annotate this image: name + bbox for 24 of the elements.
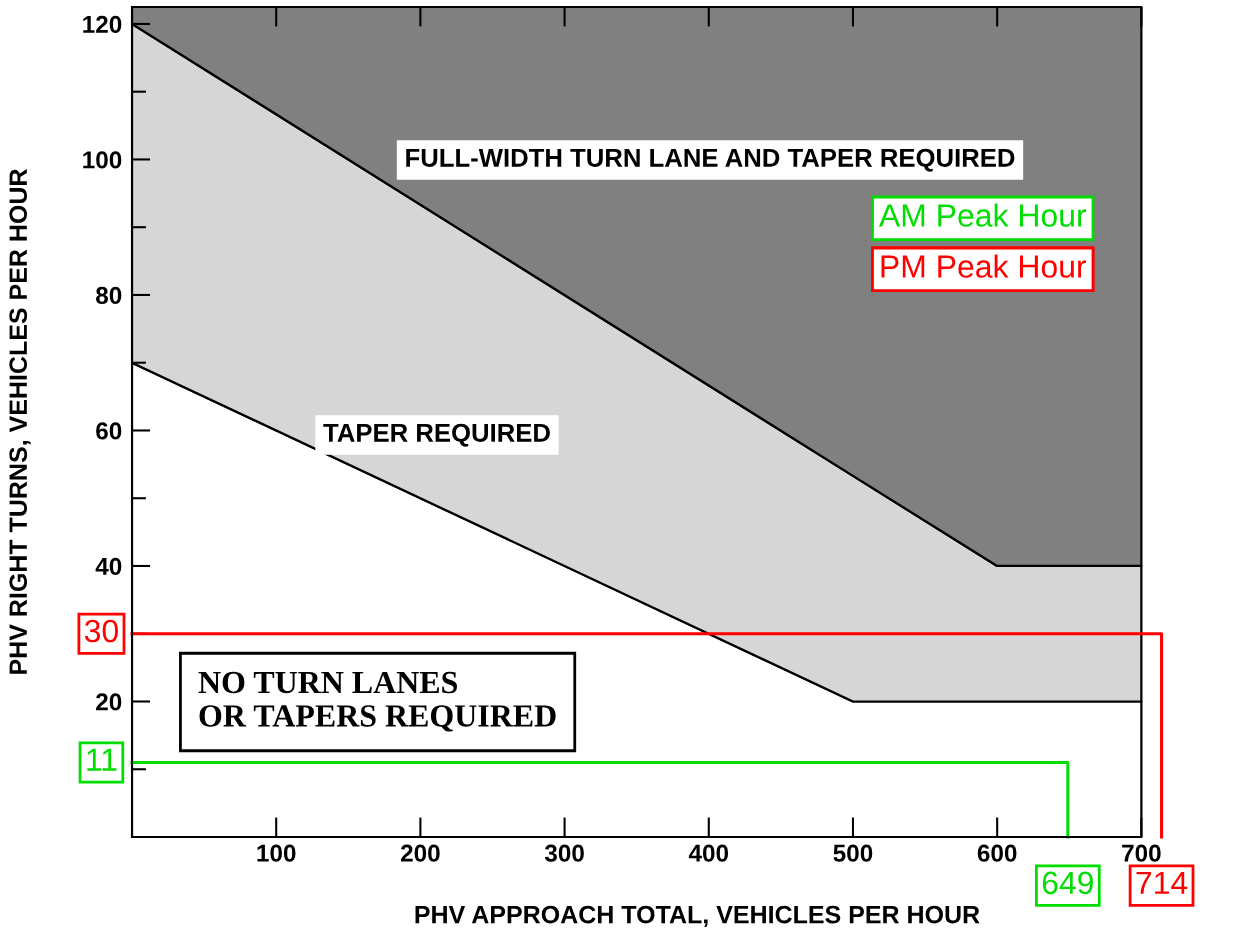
y-axis-title: PHV RIGHT TURNS, VEHICLES PER HOUR (9, 169, 31, 674)
series-label: FULL-WIDTH TURN LANE AND TAPER REQUIRED (406, 148, 1015, 172)
series-label: TAPER REQUIRED (323, 423, 550, 447)
y-tick-label: 20 (96, 693, 122, 711)
x-tick-label: 200 (400, 844, 440, 862)
x-tick-label: 100 (257, 844, 296, 862)
annotation: 11 (87, 748, 117, 771)
annotation: 714 (1136, 871, 1188, 894)
x-tick-label: 600 (977, 844, 1017, 862)
y-tick-label: 40 (95, 557, 122, 576)
y-tick-label: 80 (96, 286, 122, 305)
y-tick-label: 60 (96, 422, 122, 440)
x-tick-label: 400 (688, 844, 729, 862)
x-tick-label: 700 (1122, 844, 1161, 862)
x-axis-title: PHV APPROACH TOTAL, VEHICLES PER HOUR (415, 905, 980, 928)
x-tick-label: 300 (544, 844, 584, 862)
x-tick-label: 500 (833, 844, 873, 862)
annotation: 649 (1042, 871, 1093, 895)
annotation: 30 (84, 619, 118, 643)
text: AM Peak Hour (878, 203, 1087, 227)
text: PM Peak Hour (881, 254, 1087, 278)
y-tick-label: 120 (83, 15, 122, 33)
annotation: NO TURN LANES OR TAPERS REQUIRED (198, 671, 556, 732)
y-tick-label: 100 (83, 151, 122, 169)
